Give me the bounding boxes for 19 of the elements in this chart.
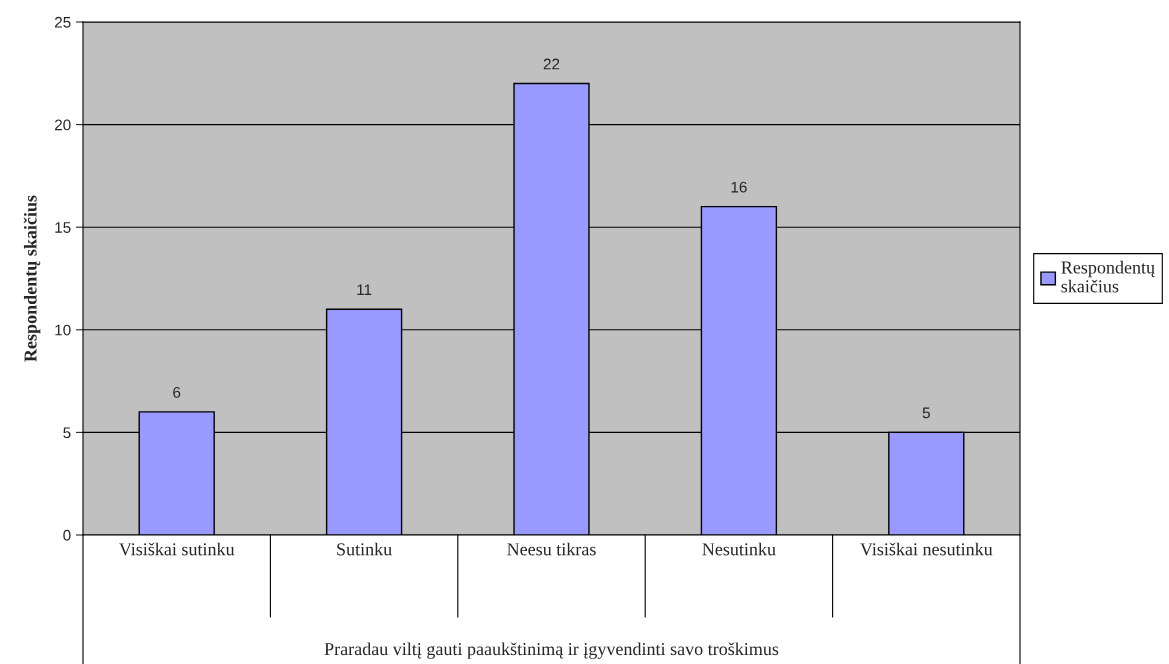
y-tick-label: 20 (54, 119, 71, 131)
x-tick-label: Sutinku (337, 542, 392, 556)
legend-label: Respondentų skaičius (1061, 260, 1156, 293)
x-tick-label: Neesu tikras (507, 542, 596, 556)
y-tick-label: 15 (55, 222, 71, 233)
data-label: 22 (543, 58, 560, 70)
x-tick-label: Nesutinku (702, 542, 776, 556)
y-tick-label: 10 (55, 324, 71, 336)
y-axis-title: Respondentų skaičius (23, 195, 41, 362)
data-label: 5 (922, 407, 930, 419)
y-tick-label: 5 (63, 427, 71, 439)
x-tick-label: Visiškai sutinku (119, 542, 235, 556)
data-label: 11 (357, 284, 372, 295)
x-axis-title: Praradau viltį gauti paaukštinimą ir įgyvendinti savo troškimus (324, 642, 779, 659)
x-tick-label: Visiškai nesutinku (860, 542, 993, 556)
y-tick-label: 0 (63, 529, 71, 541)
y-tick-label: 25 (54, 16, 71, 28)
data-label: 6 (173, 386, 181, 398)
data-label: 16 (731, 181, 747, 193)
